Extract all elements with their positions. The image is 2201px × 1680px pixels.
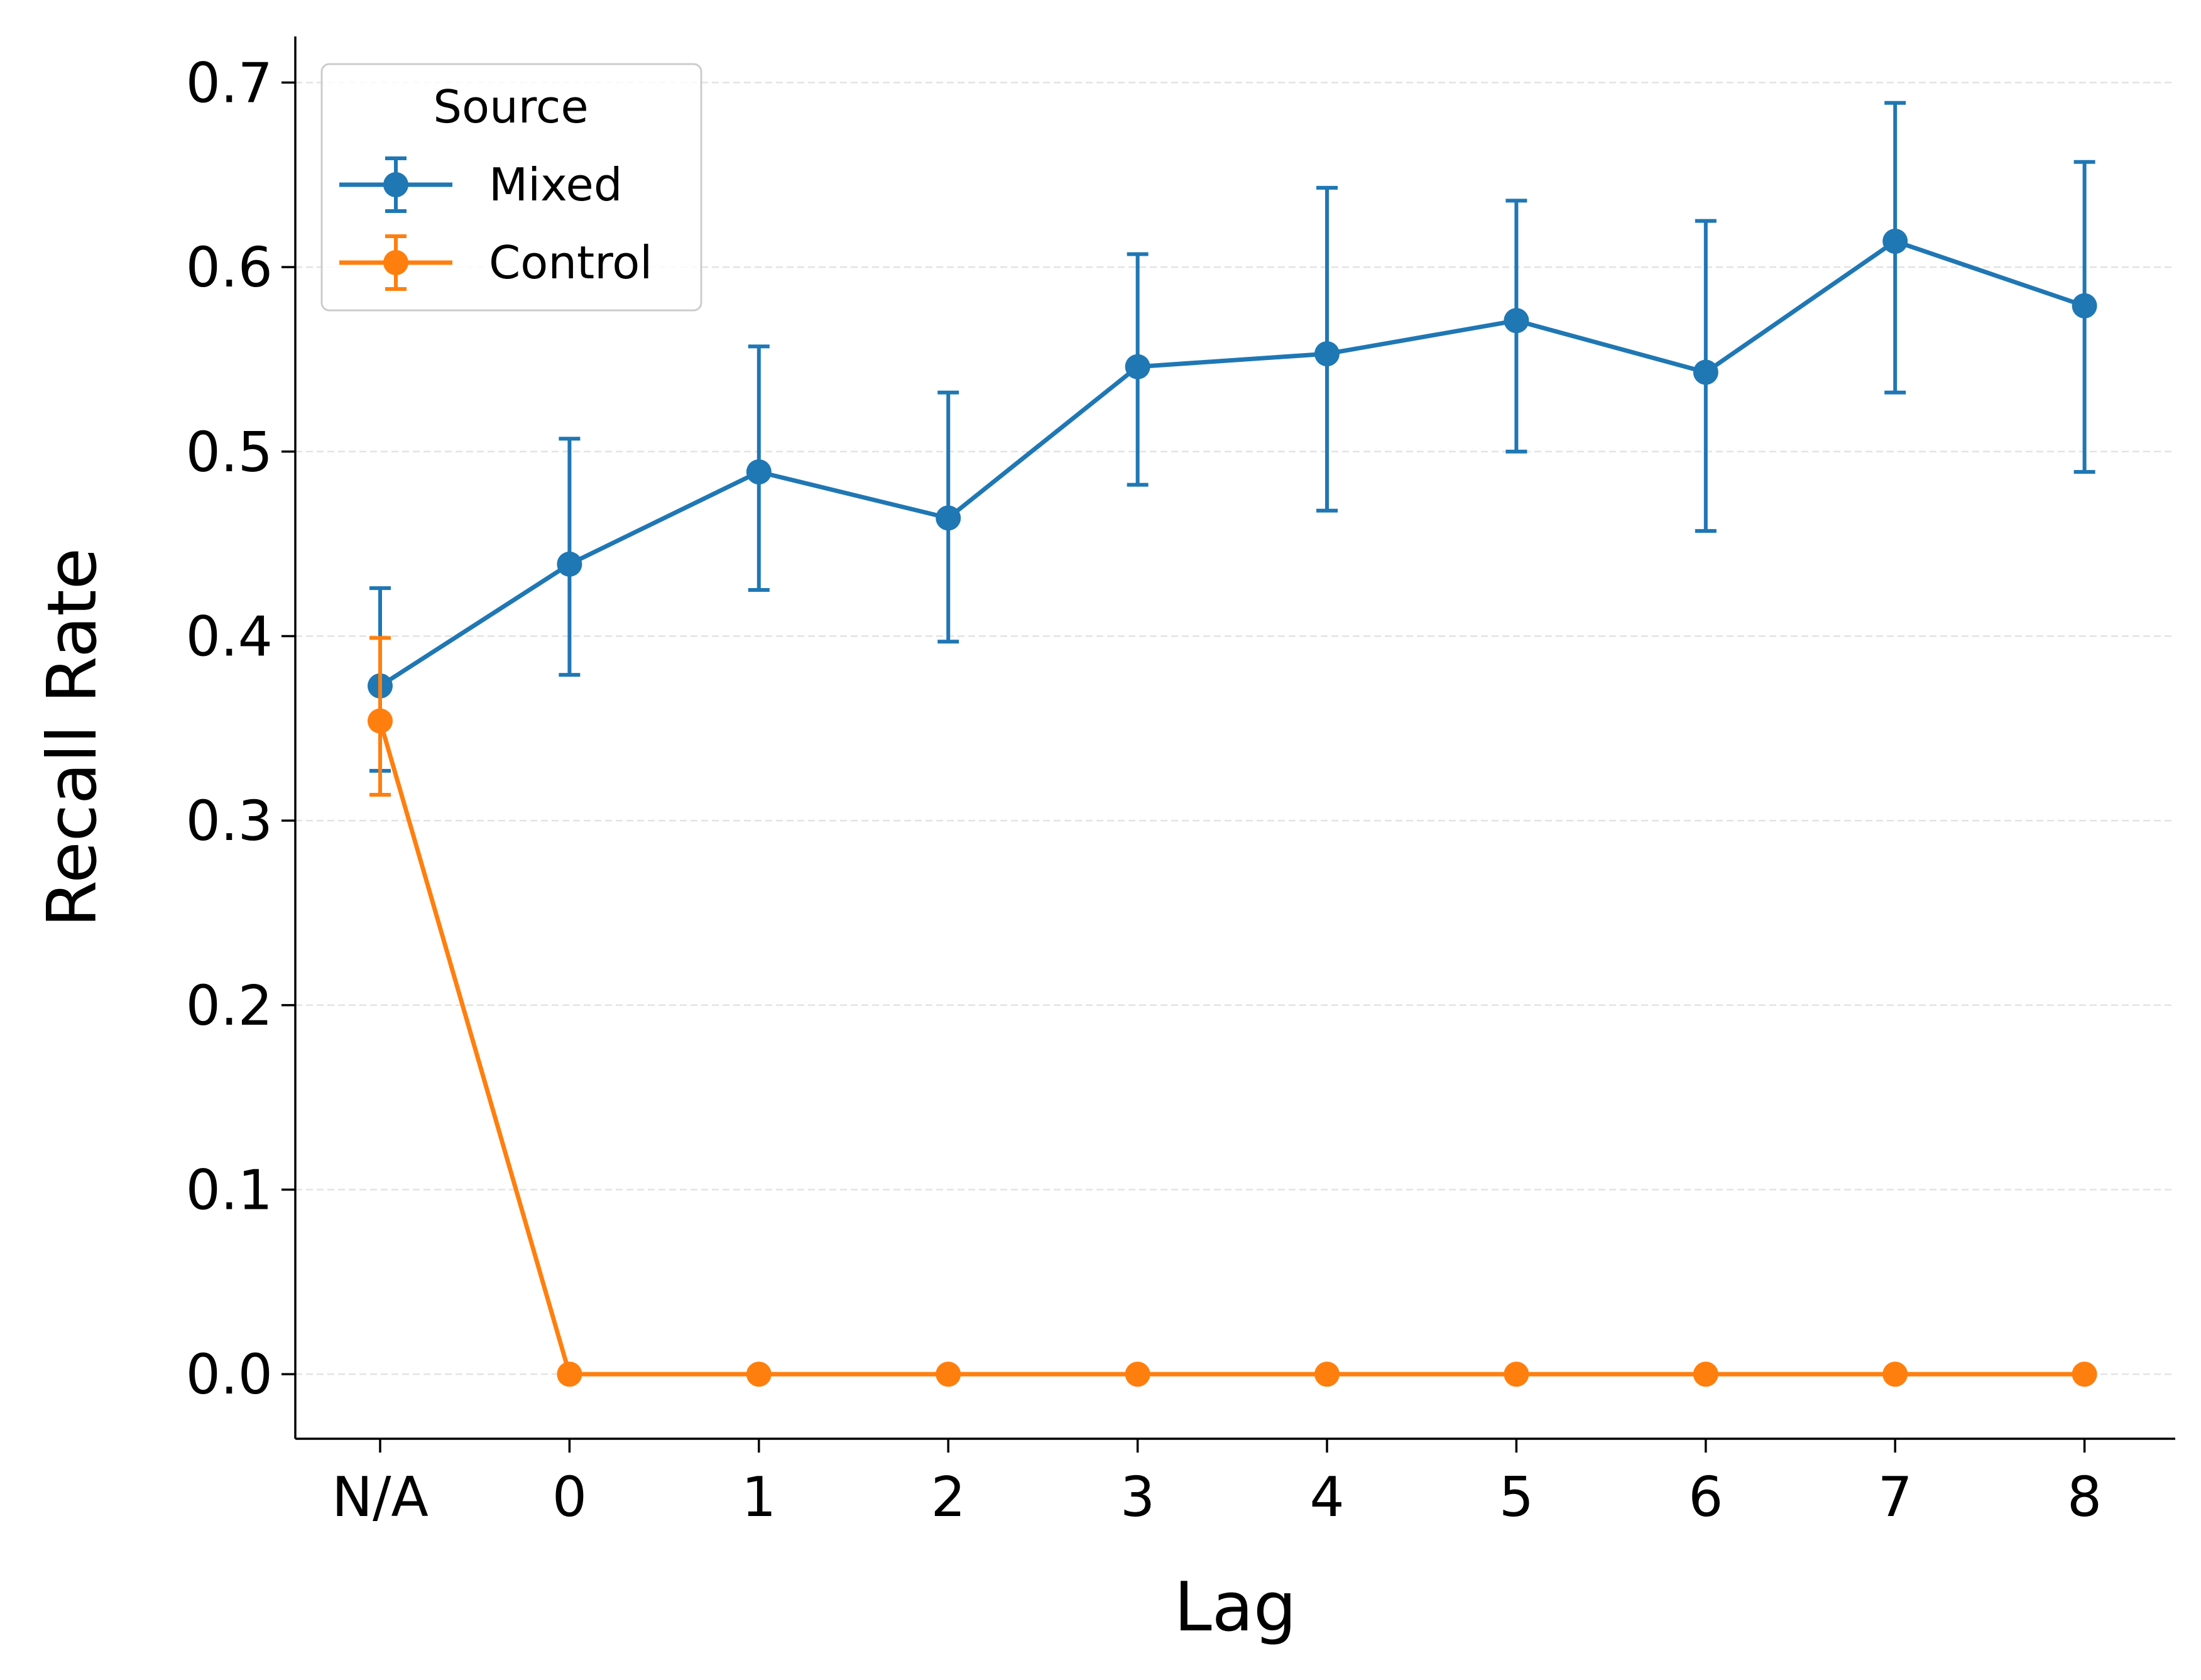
x-tick-label-5: 4 bbox=[1309, 1465, 1344, 1529]
y-tick-label-6: 0.6 bbox=[186, 236, 273, 300]
point-mixed-7 bbox=[1693, 359, 1718, 385]
y-axis-title: Recall Rate bbox=[33, 548, 112, 927]
y-tick-label-5: 0.5 bbox=[186, 420, 273, 484]
legend: Source Mixed Control bbox=[320, 63, 702, 312]
x-tick-label-0: N/A bbox=[332, 1465, 429, 1529]
y-tick-label-0: 0.0 bbox=[186, 1343, 273, 1407]
point-control-7 bbox=[1693, 1361, 1718, 1387]
x-tick-label-4: 3 bbox=[1120, 1465, 1155, 1529]
series-mixed bbox=[368, 101, 2097, 773]
legend-frame bbox=[320, 63, 702, 312]
legend-entry-mixed: Mixed bbox=[339, 156, 623, 213]
point-control-0 bbox=[368, 708, 393, 734]
point-mixed-1 bbox=[557, 551, 582, 577]
x-tick-label-6: 5 bbox=[1499, 1465, 1534, 1529]
x-tick-label-1: 0 bbox=[552, 1465, 587, 1529]
x-ticks: N/A 0 1 2 3 4 5 6 7 8 bbox=[332, 1439, 2102, 1529]
point-mixed-8 bbox=[1882, 228, 1908, 254]
x-tick-label-8: 7 bbox=[1878, 1465, 1913, 1529]
y-tick-label-3: 0.3 bbox=[186, 789, 273, 853]
legend-handle-mixed-marker bbox=[383, 172, 408, 197]
point-control-2 bbox=[746, 1361, 772, 1387]
point-mixed-4 bbox=[1125, 354, 1150, 379]
y-tick-label-1: 0.1 bbox=[186, 1159, 273, 1223]
point-control-1 bbox=[557, 1361, 582, 1387]
y-tick-label-2: 0.2 bbox=[186, 974, 273, 1038]
series bbox=[368, 101, 2097, 1387]
point-control-3 bbox=[936, 1361, 961, 1387]
point-mixed-9 bbox=[2072, 293, 2097, 319]
point-mixed-6 bbox=[1504, 308, 1529, 334]
y-tick-label-7: 0.7 bbox=[186, 51, 273, 115]
point-control-9 bbox=[2072, 1361, 2097, 1387]
x-axis-title: Lag bbox=[1174, 1568, 1297, 1647]
point-mixed-3 bbox=[936, 505, 961, 531]
legend-entry-control: Control bbox=[339, 234, 652, 291]
x-tick-label-3: 2 bbox=[931, 1465, 966, 1529]
y-tick-label-4: 0.4 bbox=[186, 604, 273, 668]
point-mixed-2 bbox=[746, 459, 772, 485]
point-control-5 bbox=[1314, 1361, 1340, 1387]
legend-title: Source bbox=[433, 80, 588, 133]
point-control-8 bbox=[1882, 1361, 1908, 1387]
legend-label-control: Control bbox=[489, 236, 652, 289]
point-mixed-5 bbox=[1314, 341, 1340, 367]
legend-label-mixed: Mixed bbox=[489, 158, 623, 211]
point-control-4 bbox=[1125, 1361, 1150, 1387]
legend-handle-control-marker bbox=[383, 250, 408, 275]
y-ticks: 0.0 0.1 0.2 0.3 0.4 0.5 0.6 0.7 bbox=[186, 51, 295, 1407]
axes bbox=[294, 36, 2175, 1440]
point-control-6 bbox=[1504, 1361, 1529, 1387]
x-tick-label-7: 6 bbox=[1688, 1465, 1723, 1529]
series-line-control bbox=[378, 720, 2085, 1377]
x-tick-label-2: 1 bbox=[741, 1465, 776, 1529]
series-line-mixed bbox=[379, 239, 2085, 688]
series-control bbox=[368, 636, 2097, 1387]
x-tick-label-9: 8 bbox=[2067, 1465, 2102, 1529]
